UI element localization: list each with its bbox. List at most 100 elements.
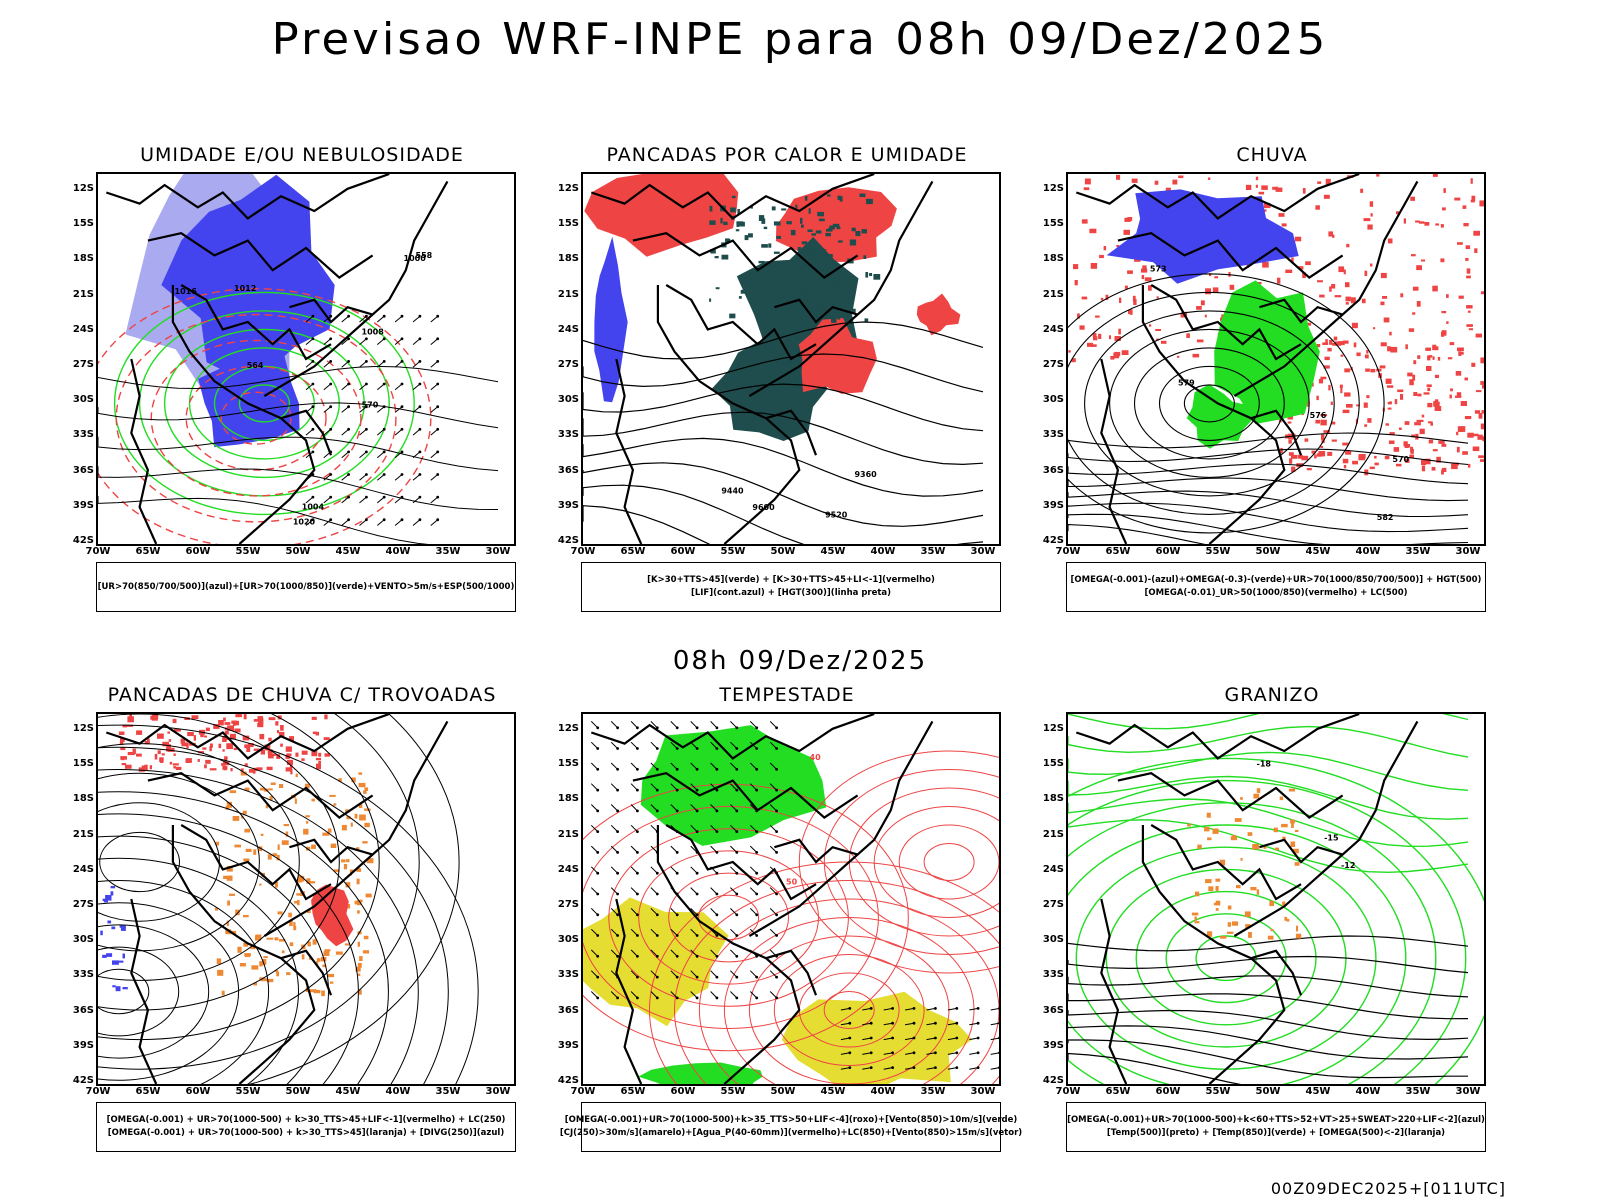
heat-red-area [916,293,961,336]
latitude-tick: 18S [72,253,94,265]
panel-title: GRANIZO [1224,684,1320,706]
wind-vectors [305,314,440,526]
latitude-tick: 15S [557,218,579,230]
longitude-tick: 35W [435,546,461,557]
latitude-tick: 42S [72,535,94,546]
latitude-tick: 42S [1042,535,1064,546]
legend-line: [CJ(250)>30m/s](amarelo)+[Agua_P(40-60mm… [559,1128,1023,1138]
latitude-tick: 30S [557,394,579,406]
longitude-tick: 60W [670,546,696,557]
longitude-tick: 65W [1105,1086,1131,1097]
longitude-tick: 45W [1305,1086,1331,1097]
longitude-tick: 45W [335,1086,361,1097]
latitude-tick: 42S [1042,1075,1064,1086]
contour-label: 1020 [293,518,316,527]
longitude-tick: 45W [335,546,361,557]
latitude-tick: 24S [1042,323,1064,335]
longitude-tick: 30W [485,546,511,557]
longitude-axis: 70W 65W 60W 55W 50W 45W 40W 35W 30W [1056,546,1486,560]
latitude-tick: 36S [1042,464,1064,476]
longitude-tick: 45W [820,1086,846,1097]
longitude-tick: 50W [285,546,311,557]
lif-blue-area [594,236,628,403]
contour-label: 564 [247,361,264,370]
map-borders [590,174,934,544]
latitude-tick: 33S [1042,429,1064,441]
longitude-tick: 60W [185,546,211,557]
latitude-tick: 33S [72,429,94,441]
longitude-tick: 40W [1355,546,1381,557]
latitude-axis: 12S 15S 18S 21S 24S 27S 30S 33S 36S 39S 42S [558,172,581,546]
latitude-tick: 15S [1042,758,1064,770]
panel-legend: [OMEGA(-0.001)+UR>70(1000-500)+k<60+TTS>… [1066,1102,1486,1152]
longitude-tick: 70W [85,546,111,557]
contour-label: 9360 [854,470,877,479]
contour-label: -12 [1341,861,1355,870]
temp850-contours [1068,757,1484,1084]
latitude-tick: 21S [1042,288,1064,300]
latitude-tick: 36S [557,464,579,476]
map-borders [105,714,449,1084]
latitude-tick: 12S [72,183,94,194]
longitude-axis: 70W 65W 60W 55W 50W 45W 40W 35W 30W [571,1086,1001,1100]
panel-title: CHUVA [1236,144,1308,166]
latitude-tick: 36S [72,464,94,476]
longitude-tick: 50W [285,1086,311,1097]
latitude-tick: 24S [557,323,579,335]
contour-label: 9600 [752,503,775,512]
longitude-tick: 30W [1455,1086,1481,1097]
longitude-tick: 45W [820,546,846,557]
latitude-tick: 15S [72,758,94,770]
longitude-tick: 65W [620,1086,646,1097]
longitude-tick: 70W [570,1086,596,1097]
legend-line: [OMEGA(-0.001) + UR>70(1000-500) + k>30_… [106,1115,506,1125]
latitude-axis: 12S 15S 18S 21S 24S 27S 30S 33S 36S 39S 42S [73,712,96,1086]
jet-yellow-area [583,897,729,1027]
map-borders [105,174,449,544]
longitude-tick: 40W [870,546,896,557]
longitude-axis: 70W 65W 60W 55W 50W 45W 40W 35W 30W [86,1086,516,1100]
legend-line: [LIF](cont.azul) + [HGT(300)](linha pret… [690,588,892,598]
latitude-tick: 36S [557,1004,579,1016]
hgt500-contours [1068,273,1385,534]
latitude-tick: 18S [1042,253,1064,265]
longitude-tick: 35W [1405,1086,1431,1097]
temp850-contours-n [1068,714,1469,874]
contour-label: 50 [786,878,798,887]
contour-label: 576 [1310,411,1327,420]
longitude-tick: 30W [970,1086,996,1097]
legend-line: [OMEGA(-0.01)_UR>50(1000/850)(vermelho) … [1144,588,1408,598]
latitude-tick: 39S [72,1039,94,1051]
longitude-tick: 30W [485,1086,511,1097]
longitude-tick: 60W [185,1086,211,1097]
longitude-tick: 60W [1155,1086,1181,1097]
latitude-tick: 24S [557,863,579,875]
latitude-tick: 24S [72,323,94,335]
longitude-tick: 35W [1405,546,1431,557]
longitude-tick: 45W [1305,546,1331,557]
latitude-tick: 12S [1042,183,1064,194]
longitude-tick: 55W [720,1086,746,1097]
contour-label: 40 [810,753,822,762]
latitude-tick: 30S [1042,394,1064,406]
map-svg: 1016 1012 1008 1004 1000 1020 570 564 558 [98,174,499,544]
rain-green-area [1186,384,1254,449]
latitude-tick: 42S [72,1075,94,1086]
legend-line: [OMEGA(-0.001)+UR>70(1000-500)+k>35_TTS>… [564,1115,1018,1125]
panel-legend: [OMEGA(-0.001) + UR>70(1000-500) + k>30_… [96,1102,516,1152]
contour-label: 582 [1377,513,1394,522]
contour-label: 570 [362,401,379,410]
latitude-tick: 12S [557,183,579,194]
latitude-tick: 39S [557,1039,579,1051]
latitude-tick: 18S [557,253,579,265]
map-svg [98,714,479,1084]
panel-pancadas-calor: PANCADAS POR CALOR E UMIDADE 9600 9520 9440… [558,144,1007,614]
longitude-tick: 50W [1255,1086,1281,1097]
map-area: 9600 9520 9440 9360 [581,172,1001,546]
panel-legend: [UR>70(850/700/500)](azul)+[UR>70(1000/8… [96,562,516,612]
main-title: Previsao WRF-INPE para 08h 09/Dez/2025 [271,14,1329,65]
latitude-axis: 12S 15S 18S 21S 24S 27S 30S 33S 36S 39S 42S [1043,172,1066,546]
latitude-tick: 39S [1042,1039,1064,1051]
longitude-tick: 60W [1155,546,1181,557]
latitude-tick: 18S [72,793,94,805]
